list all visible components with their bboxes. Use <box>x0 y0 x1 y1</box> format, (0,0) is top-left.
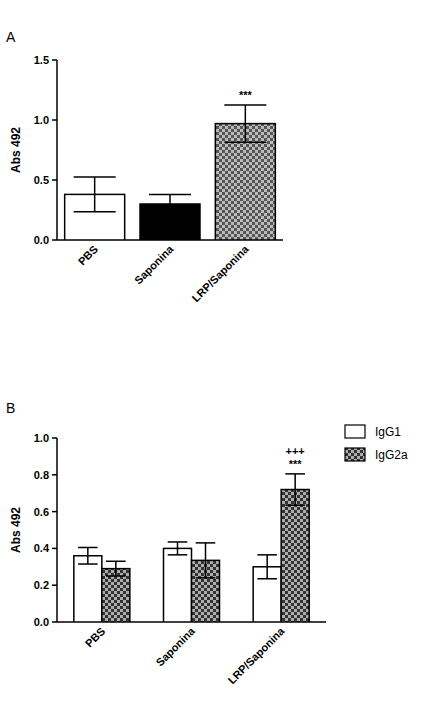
bar <box>74 556 102 622</box>
y-axis-line <box>56 438 58 622</box>
error-line <box>177 542 179 555</box>
error-cap <box>285 504 305 506</box>
error-line <box>115 561 117 576</box>
y-tick <box>52 584 57 586</box>
category-label: LRP/Saponina <box>190 242 252 304</box>
category-label: Saponina <box>153 624 197 668</box>
bar <box>102 569 130 622</box>
y-tick <box>52 474 57 476</box>
error-line <box>87 547 89 564</box>
error-cap <box>196 577 216 579</box>
error-cap <box>257 554 277 556</box>
error-cap <box>149 213 191 215</box>
panel-label: B <box>6 400 15 416</box>
error-line <box>245 105 247 142</box>
y-tick <box>52 548 57 550</box>
error-bar <box>78 547 98 564</box>
y-tick-label: 0.6 <box>34 506 49 518</box>
plot-marks <box>65 105 276 240</box>
error-line <box>94 177 96 212</box>
bar <box>281 490 309 622</box>
error-line <box>294 474 296 505</box>
error-bar <box>224 105 266 142</box>
significance-annotation: *** <box>239 89 253 101</box>
error-bar <box>168 542 188 555</box>
error-bar <box>74 177 116 212</box>
error-cap <box>74 211 116 213</box>
y-tick <box>52 59 57 61</box>
y-tick-label: 1.0 <box>34 114 49 126</box>
y-tick <box>52 437 57 439</box>
chart-panel: B Abs 492 0.0 0.2 0.4 0.6 0.8 1.0 PBS Saponina LRP… <box>6 400 408 686</box>
y-tick-label: 1.0 <box>34 432 49 444</box>
error-bar <box>257 555 277 579</box>
legend-label: IgG2a <box>375 448 408 462</box>
legend-label: IgG1 <box>375 425 401 439</box>
error-cap <box>196 542 216 544</box>
y-tick-label: 1.5 <box>34 54 49 66</box>
category-label: Saponina <box>132 242 176 286</box>
y-tick-label: 0.4 <box>34 542 50 554</box>
error-cap <box>78 547 98 549</box>
y-axis-label: Abs 492 <box>9 127 23 173</box>
y-axis-line <box>56 60 58 240</box>
category-label: PBS <box>83 625 107 649</box>
y-tick-label: 0.5 <box>34 174 49 186</box>
plot-texts: PBS Saponina LRP/Saponina *** <box>76 89 253 304</box>
y-tick-label: 0.8 <box>34 469 49 481</box>
plot-marks <box>74 474 309 622</box>
bar <box>164 548 192 622</box>
error-cap <box>257 578 277 580</box>
plot-texts: PBS Saponina LRP/Saponina ***+++ <box>83 445 305 686</box>
significance-annotation: +++ <box>286 445 305 457</box>
error-cap <box>168 554 188 556</box>
panel-label: A <box>6 29 16 45</box>
y-tick-label: 0.0 <box>34 616 49 628</box>
error-bar <box>285 474 305 505</box>
error-bar <box>106 561 126 576</box>
legend: IgG1 IgG2a <box>345 425 408 462</box>
y-axis-label: Abs 492 <box>9 507 23 553</box>
significance-annotation: *** <box>289 458 303 470</box>
error-cap <box>74 176 116 178</box>
y-tick-label: 0.0 <box>34 234 49 246</box>
error-bar <box>196 543 216 578</box>
y-tick <box>52 239 57 241</box>
category-label: PBS <box>76 243 100 267</box>
chart-panel: A Abs 492 0.0 0.5 1.0 1.5 PBS Saponina LRP/Sapon… <box>6 29 283 304</box>
error-cap <box>285 473 305 475</box>
y-tick-label: 0.2 <box>34 579 49 591</box>
category-label: LRP/Saponina <box>225 624 287 686</box>
error-cap <box>149 194 191 196</box>
error-cap <box>78 563 98 565</box>
error-cap <box>224 141 266 143</box>
figure: A Abs 492 0.0 0.5 1.0 1.5 PBS Saponina LRP/Sapon… <box>0 0 421 723</box>
legend-swatch <box>345 425 365 438</box>
legend-swatch <box>345 448 365 461</box>
error-line <box>205 543 207 578</box>
error-bar <box>149 194 191 213</box>
error-line <box>169 194 171 213</box>
error-line <box>266 555 268 579</box>
y-tick <box>52 119 57 121</box>
y-tick <box>52 179 57 181</box>
y-tick <box>52 621 57 623</box>
error-cap <box>224 104 266 106</box>
error-cap <box>168 541 188 543</box>
y-tick <box>52 511 57 513</box>
error-cap <box>106 561 126 563</box>
error-cap <box>106 575 126 577</box>
